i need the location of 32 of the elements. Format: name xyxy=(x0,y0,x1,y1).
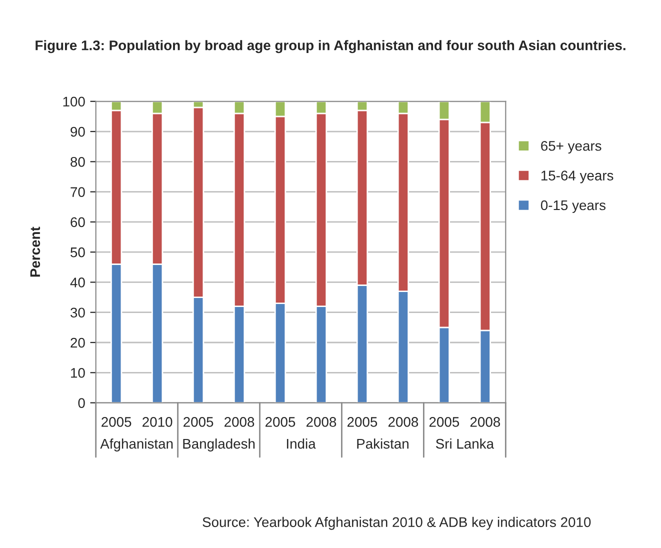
source-note: Source: Yearbook Afghanistan 2010 & ADB key indicators 2010 xyxy=(202,516,591,530)
text: India xyxy=(286,438,316,449)
x-tick-label: 2008 xyxy=(388,417,418,427)
text: Bangladesh xyxy=(183,438,255,452)
y-tick-label: 50 xyxy=(70,247,85,258)
y-tick-label: 0 xyxy=(78,398,85,408)
y-tick-label: 30 xyxy=(70,308,85,318)
x-tick-label: 2010 xyxy=(142,417,172,427)
y-tick-label: 20 xyxy=(70,338,85,348)
chart-title: Figure 1.3: Population by broad age group in Afghanistan and four south Asian countries. xyxy=(36,40,626,54)
y-tick-label: 80 xyxy=(70,156,85,167)
y-tick-label: 90 xyxy=(70,126,85,137)
y-tick-label: 60 xyxy=(70,217,85,228)
text: Sri Lanka xyxy=(436,438,494,449)
x-tick-label: 2008 xyxy=(224,417,254,427)
x-tick-label: 2005 xyxy=(184,417,214,427)
x-tick-label: 2005 xyxy=(102,417,132,427)
x-tick-label: 2005 xyxy=(347,417,378,427)
legend-label: 0-15 years xyxy=(540,200,606,213)
x-tick-label: 2005 xyxy=(429,417,460,427)
y-tick-label: 10 xyxy=(71,368,85,378)
y-tick-label: 70 xyxy=(70,187,85,197)
y-tick-label: 100 xyxy=(63,96,85,107)
y-tick-label: 40 xyxy=(70,278,85,288)
legend-label: 65+ years xyxy=(541,140,602,154)
x-tick-label: 2008 xyxy=(306,417,336,427)
text: Pakistan xyxy=(357,438,408,449)
text: Afghanistan xyxy=(100,438,173,452)
y-axis-title: Percent xyxy=(30,226,40,277)
legend-label: 15-64 years xyxy=(541,170,614,184)
x-tick-label: 2005 xyxy=(266,417,296,427)
x-tick-label: 2008 xyxy=(470,417,500,427)
